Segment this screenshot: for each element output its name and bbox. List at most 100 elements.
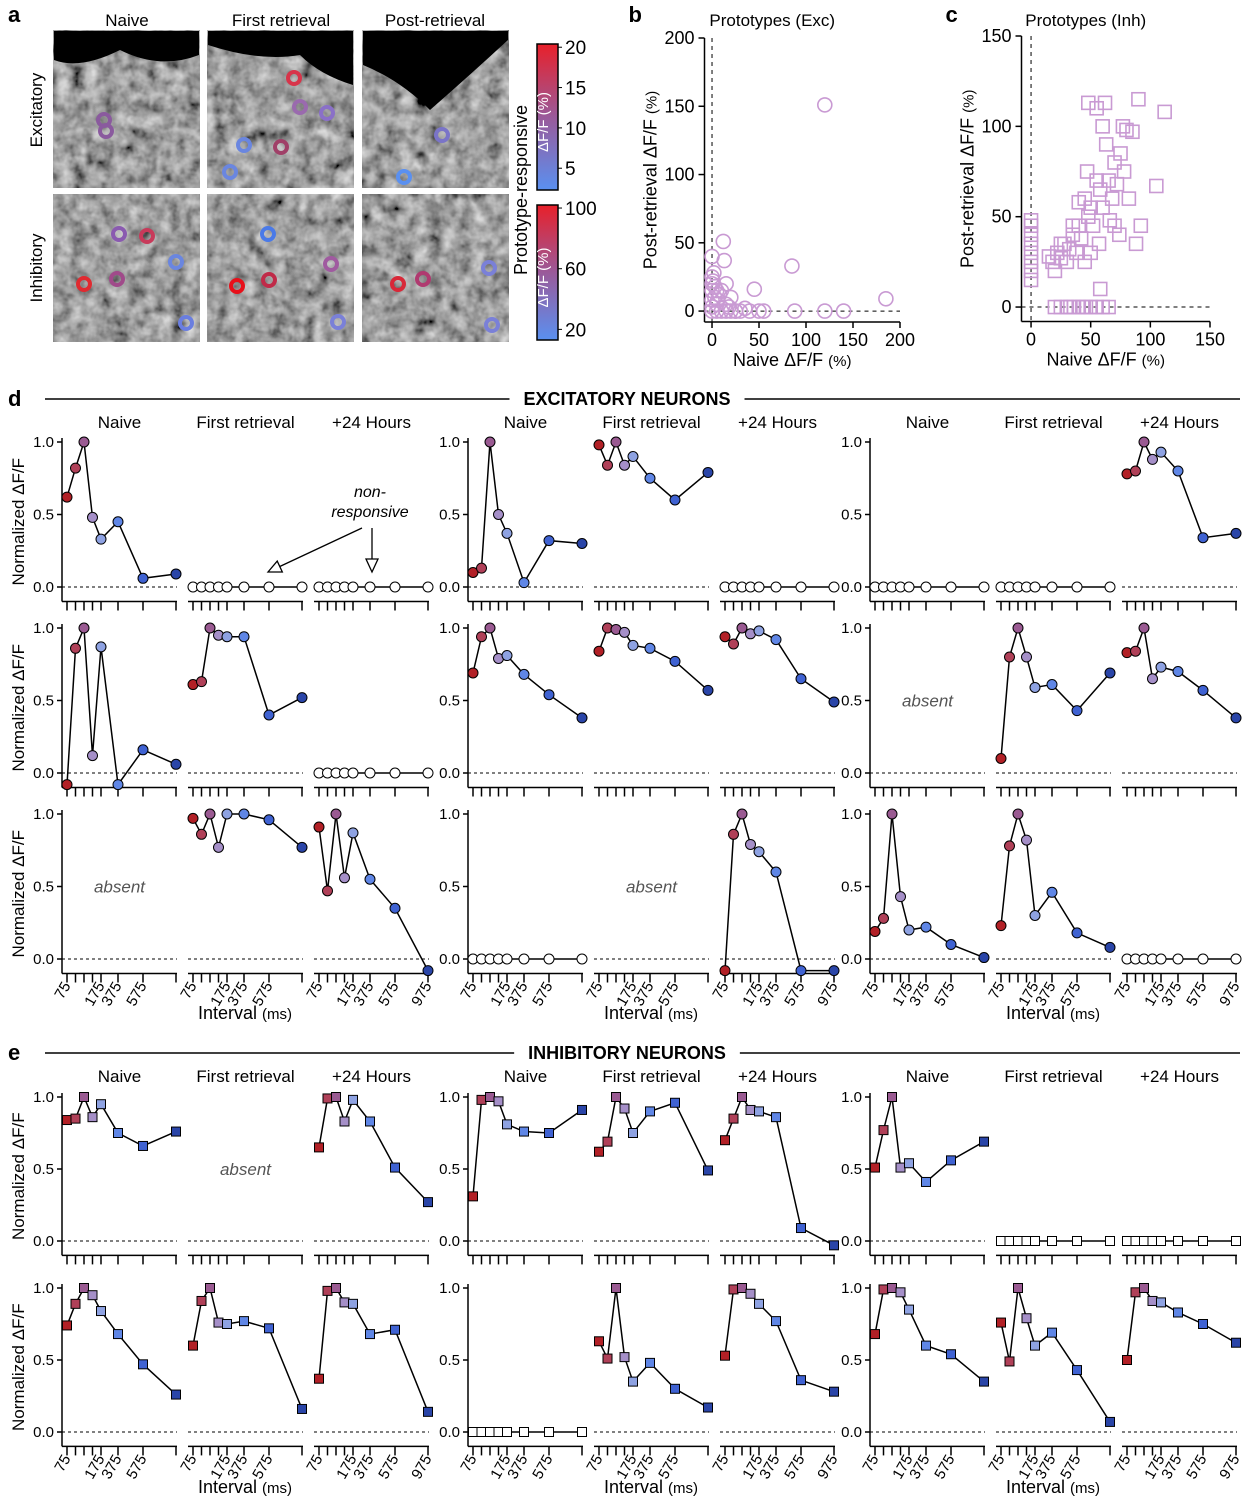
scatter-point — [1104, 191, 1120, 206]
x-tick-label: 375 — [350, 1452, 377, 1482]
scatter-point — [1083, 200, 1098, 215]
data-point — [619, 626, 630, 638]
panel-annotation: absent — [94, 877, 146, 896]
panel-title: +24 Hours — [738, 1067, 817, 1086]
x-tick-label: 0 — [707, 330, 717, 350]
data-point — [518, 668, 530, 680]
data-point — [339, 872, 350, 884]
data-point — [170, 568, 182, 580]
data-point — [314, 1142, 324, 1153]
line — [874, 813, 985, 959]
data-point — [137, 572, 149, 584]
data-point — [770, 581, 782, 593]
data-point — [979, 1376, 989, 1387]
colorbar-tick-label: 10 — [565, 119, 586, 140]
data-point — [576, 712, 588, 724]
scatter-point — [1133, 218, 1149, 234]
data-point — [1173, 1236, 1183, 1246]
data-point — [87, 1290, 98, 1301]
x-tick-label: 375 — [756, 979, 783, 1009]
data-point — [70, 462, 81, 474]
data-point — [895, 891, 906, 903]
data-point — [78, 436, 90, 448]
y-tick-label: 100 — [981, 116, 1011, 136]
data-point — [745, 838, 756, 850]
data-point — [221, 631, 233, 643]
x-tick-label: 75 — [1111, 1452, 1134, 1475]
colorbar-tick-label: 20 — [565, 320, 586, 341]
data-point — [703, 1402, 713, 1413]
data-point — [467, 667, 479, 679]
data-point — [239, 1316, 249, 1327]
scatter-point — [1065, 218, 1081, 234]
y-tick-label: 0.0 — [33, 1424, 54, 1441]
data-point — [171, 1389, 181, 1400]
roi — [415, 271, 431, 287]
x-axis-label: Interval (ms) — [604, 1003, 698, 1023]
data-point — [737, 1092, 747, 1102]
x-tick-label: 200 — [885, 330, 915, 350]
scatter-point — [1101, 299, 1116, 315]
data-point — [978, 952, 990, 964]
panel-title: +24 Hours — [1140, 1067, 1219, 1086]
data-point — [196, 1295, 207, 1306]
data-point — [903, 924, 915, 936]
x-tick-label: 100 — [791, 330, 821, 350]
data-point — [1130, 645, 1141, 657]
y-tick-label: 0.0 — [841, 1233, 862, 1250]
data-point — [1012, 622, 1024, 634]
data-point — [904, 1158, 914, 1169]
data-point — [313, 821, 325, 833]
data-point — [263, 814, 275, 826]
data-point — [737, 1283, 747, 1293]
data-point — [493, 1427, 504, 1437]
data-point — [484, 622, 496, 634]
y-tick-label: 1.0 — [33, 806, 54, 823]
roi — [76, 276, 92, 292]
data-point — [903, 581, 915, 593]
data-point — [728, 1113, 739, 1124]
data-point — [70, 1298, 81, 1309]
data-point — [1072, 1365, 1082, 1376]
panel-title: Naive — [906, 413, 949, 432]
data-point — [422, 581, 434, 593]
data-point — [79, 1092, 89, 1102]
data-point — [753, 581, 765, 593]
arrow-head — [364, 558, 380, 574]
y-tick-label: 1.0 — [841, 1280, 862, 1297]
data-point — [205, 1283, 215, 1293]
x-tick-label: 150 — [838, 330, 868, 350]
data-point — [644, 472, 656, 484]
scatter-point — [1023, 213, 1039, 228]
y-axis-label: Normalized ΔF/F — [9, 458, 28, 586]
y-tick-label: 1.0 — [841, 620, 862, 637]
data-point — [702, 684, 714, 696]
scatter-point — [1095, 119, 1110, 134]
scatter-point — [1131, 91, 1146, 107]
data-point — [1046, 679, 1058, 691]
x-tick-label: 575 — [1183, 1452, 1210, 1482]
data-point — [1071, 581, 1083, 593]
data-point — [238, 631, 250, 643]
scatter-point — [1041, 249, 1057, 264]
x-tick-label: 975 — [814, 979, 841, 1009]
label-unit: (%) — [828, 353, 851, 370]
x-axis-label: Interval (ms) — [198, 1003, 292, 1023]
data-point — [945, 939, 957, 950]
data-point — [619, 459, 630, 471]
data-point — [1004, 1236, 1015, 1246]
column-title: First retrieval — [232, 11, 330, 30]
roi — [319, 105, 335, 121]
scatter-point — [1125, 124, 1140, 140]
data-point — [770, 866, 782, 878]
data-point — [921, 1340, 931, 1351]
data-point — [87, 511, 98, 523]
x-tick-label: 375 — [504, 979, 531, 1009]
scatter-point — [1023, 236, 1039, 252]
data-point — [1155, 446, 1167, 458]
x-tick-label: 975 — [1216, 979, 1243, 1009]
data-point — [1029, 581, 1041, 593]
scatter-point — [1098, 137, 1114, 152]
panel-title: First retrieval — [1004, 413, 1102, 432]
scatter-point — [1095, 200, 1110, 215]
